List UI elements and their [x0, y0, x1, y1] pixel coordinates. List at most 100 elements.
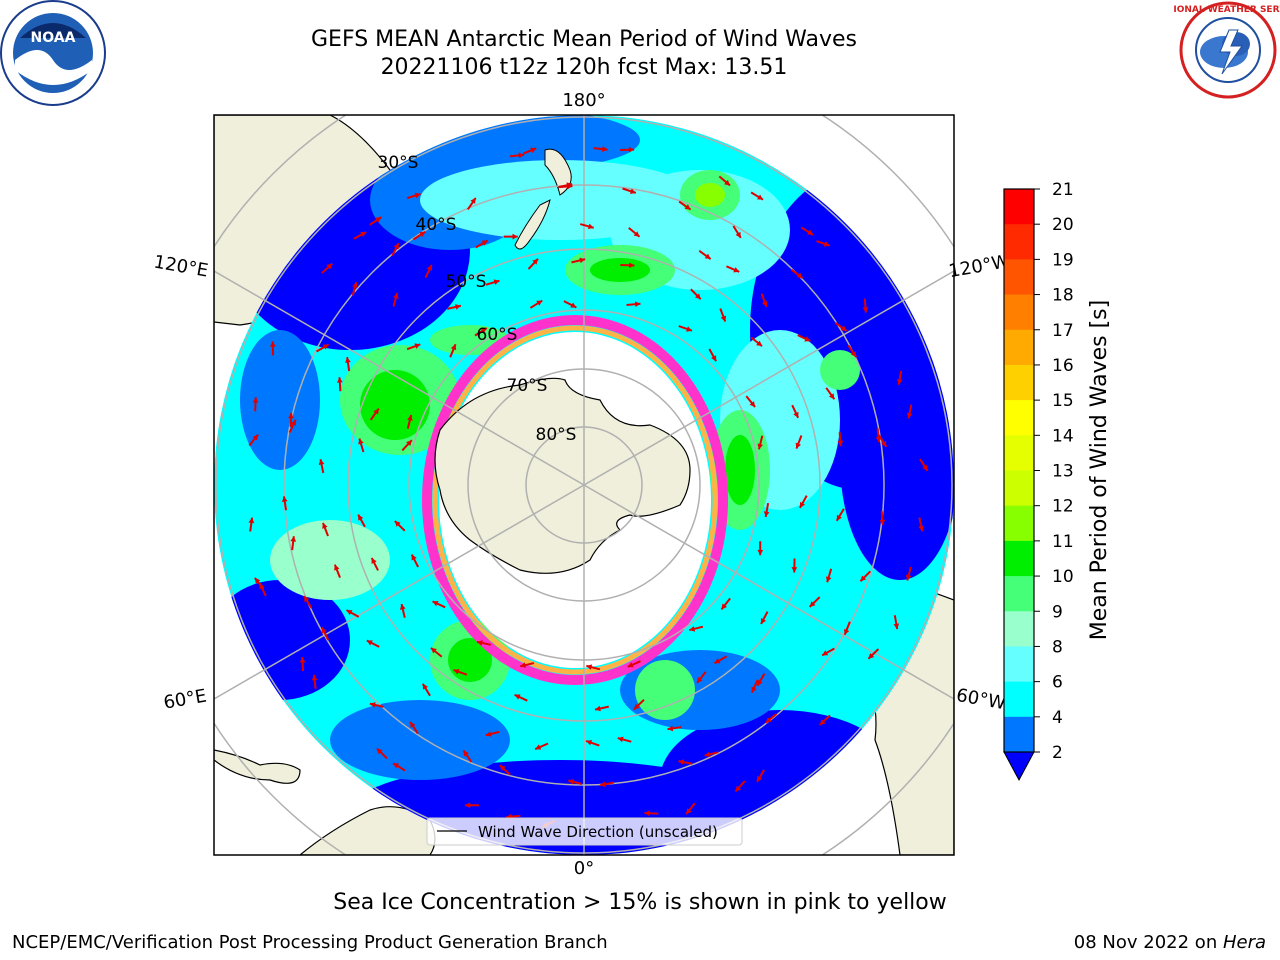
- footer-date-text: 08 Nov 2022 on: [1073, 932, 1223, 953]
- wind-wave-arrowhead: [512, 233, 518, 240]
- colorbar-tick-label: 17: [1052, 321, 1074, 341]
- wind-wave-arrowhead: [352, 282, 358, 288]
- colorbar-tick-label: 20: [1052, 215, 1074, 235]
- wind-wave-arrowhead: [843, 628, 850, 635]
- wind-wave-arrowhead: [595, 705, 601, 712]
- wind-wave-arrowhead: [644, 810, 650, 817]
- colorbar-tick-label: 13: [1052, 462, 1074, 482]
- wind-wave-arrowhead: [535, 744, 542, 750]
- wind-wave-arrowhead: [514, 694, 521, 700]
- wind-wave-arrowhead: [757, 194, 764, 200]
- wind-wave-arrowhead: [868, 653, 875, 659]
- wind-wave-arrowhead: [414, 192, 421, 199]
- wind-wave-arrowhead: [633, 703, 640, 710]
- wind-wave-arrowhead: [840, 325, 847, 331]
- wind-wave-arrowhead: [629, 188, 636, 194]
- wind-wave-arrowhead: [922, 464, 928, 471]
- wind-wave-arrowhead: [579, 257, 586, 264]
- wind-wave-arrowhead: [345, 357, 351, 363]
- colorbar-block: [1004, 646, 1034, 683]
- wind-wave-arrowhead: [358, 438, 364, 445]
- wind-wave-arrowhead: [804, 336, 811, 342]
- wind-wave-arrowhead: [481, 240, 488, 246]
- wind-wave-arrowhead: [600, 781, 606, 788]
- wind-wave-arrowhead: [299, 657, 306, 663]
- wind-wave-arrowhead: [252, 397, 259, 403]
- nws-logo: NATIONAL WEATHER SERVICE: [1174, 1, 1280, 99]
- wind-wave-arrowhead: [322, 344, 329, 350]
- wind-wave-arrowhead: [281, 496, 288, 502]
- wind-wave-arrowhead: [735, 785, 742, 792]
- wind-wave-arrowhead: [633, 231, 640, 237]
- wind-wave-arrowhead: [410, 721, 416, 728]
- wind-wave-arrowhead: [881, 440, 887, 447]
- wind-wave-arrowhead: [360, 231, 367, 238]
- wind-wave-arrowhead: [809, 601, 816, 607]
- wind-wave-arrowhead: [793, 411, 799, 418]
- wind-wave-arrowhead: [628, 146, 635, 153]
- wind-wave-arrowhead: [689, 626, 696, 632]
- wind-wave-arrowhead: [733, 267, 740, 273]
- sea-ice-caption: Sea Ice Concentration > 15% is shown in …: [333, 890, 947, 915]
- wind-wave-arrowhead: [369, 702, 376, 708]
- wind-wave-arrowhead: [485, 731, 492, 737]
- wind-wave-arrowhead: [721, 603, 728, 610]
- wind-wave-arrowhead: [825, 576, 832, 583]
- footer-credit: NCEP/EMC/Verification Post Processing Pr…: [12, 932, 608, 953]
- wind-wave-arrowhead: [375, 217, 382, 223]
- colorbar-block: [1004, 576, 1034, 612]
- wind-wave-arrowhead: [756, 340, 763, 347]
- lon-label-180: 180°: [562, 90, 605, 111]
- colorbar-tick-label: 2: [1052, 743, 1063, 763]
- wind-wave-arrowhead: [850, 351, 857, 358]
- wind-wave-arrowhead: [678, 759, 685, 765]
- noaa-logo-text: NOAA: [31, 30, 76, 46]
- colorbar-block: [1004, 470, 1034, 507]
- wind-wave-arrowhead: [414, 343, 421, 349]
- wind-wave-arrowhead: [399, 604, 406, 610]
- wind-wave-arrowhead: [432, 601, 439, 607]
- colorbar-block: [1004, 364, 1034, 401]
- footer-host: Hera: [1222, 932, 1266, 953]
- wind-wave-arrowhead: [720, 315, 727, 322]
- map-area: Wind Wave Direction (unscaled): [214, 115, 954, 855]
- wind-wave-arrowhead: [318, 459, 325, 465]
- colorbar-tick-label: 21: [1052, 180, 1074, 200]
- wind-wave-arrowhead: [393, 763, 400, 769]
- wind-wave-arrowhead: [393, 243, 399, 250]
- lat-label-60s: 60°S: [477, 325, 518, 345]
- lat-label-30s: 30°S: [378, 153, 419, 173]
- colorbar-tick-label: 8: [1052, 637, 1063, 657]
- wind-wave-arrowhead: [493, 279, 500, 285]
- wind-wave-arrowhead: [836, 514, 842, 521]
- wind-wave-arrowhead: [358, 514, 364, 521]
- wind-wave-arrowhead: [762, 300, 768, 307]
- wind-wave-arrowhead: [711, 355, 717, 362]
- wind-wave-arrowhead: [532, 258, 539, 265]
- wind-wave-arrowhead: [822, 650, 829, 656]
- colorbar-tick-label: 10: [1052, 567, 1074, 587]
- wind-wave-arrowhead: [795, 442, 802, 449]
- wind-wave-arrowhead: [394, 520, 401, 527]
- wind-wave-arrows: [248, 146, 929, 829]
- colorbar-block: [1004, 224, 1034, 260]
- colorbar-label: Mean Period of Wind Waves [s]: [1087, 300, 1112, 640]
- wind-wave-arrowhead: [906, 412, 913, 419]
- wind-wave-arrowhead: [499, 765, 506, 771]
- wind-wave-arrowhead: [346, 610, 353, 616]
- wind-wave-arrowhead: [269, 341, 276, 347]
- wind-wave-arrowhead: [290, 419, 296, 426]
- wind-wave-arrowhead: [422, 683, 428, 690]
- wind-wave-arrowhead: [587, 223, 594, 230]
- wind-wave-arrowhead: [304, 596, 310, 603]
- wind-wave-arrowhead: [860, 575, 867, 582]
- wind-wave-arrowhead: [757, 679, 763, 686]
- wind-wave-arrowhead: [837, 440, 844, 447]
- wind-wave-arrowhead: [411, 554, 417, 561]
- wind-wave-arrowhead: [406, 440, 412, 447]
- lon-label-60e: 60°E: [162, 685, 208, 713]
- wind-wave-arrowhead: [602, 146, 608, 152]
- colorbar-block: [1004, 259, 1034, 296]
- wind-wave-arrowhead: [896, 379, 903, 385]
